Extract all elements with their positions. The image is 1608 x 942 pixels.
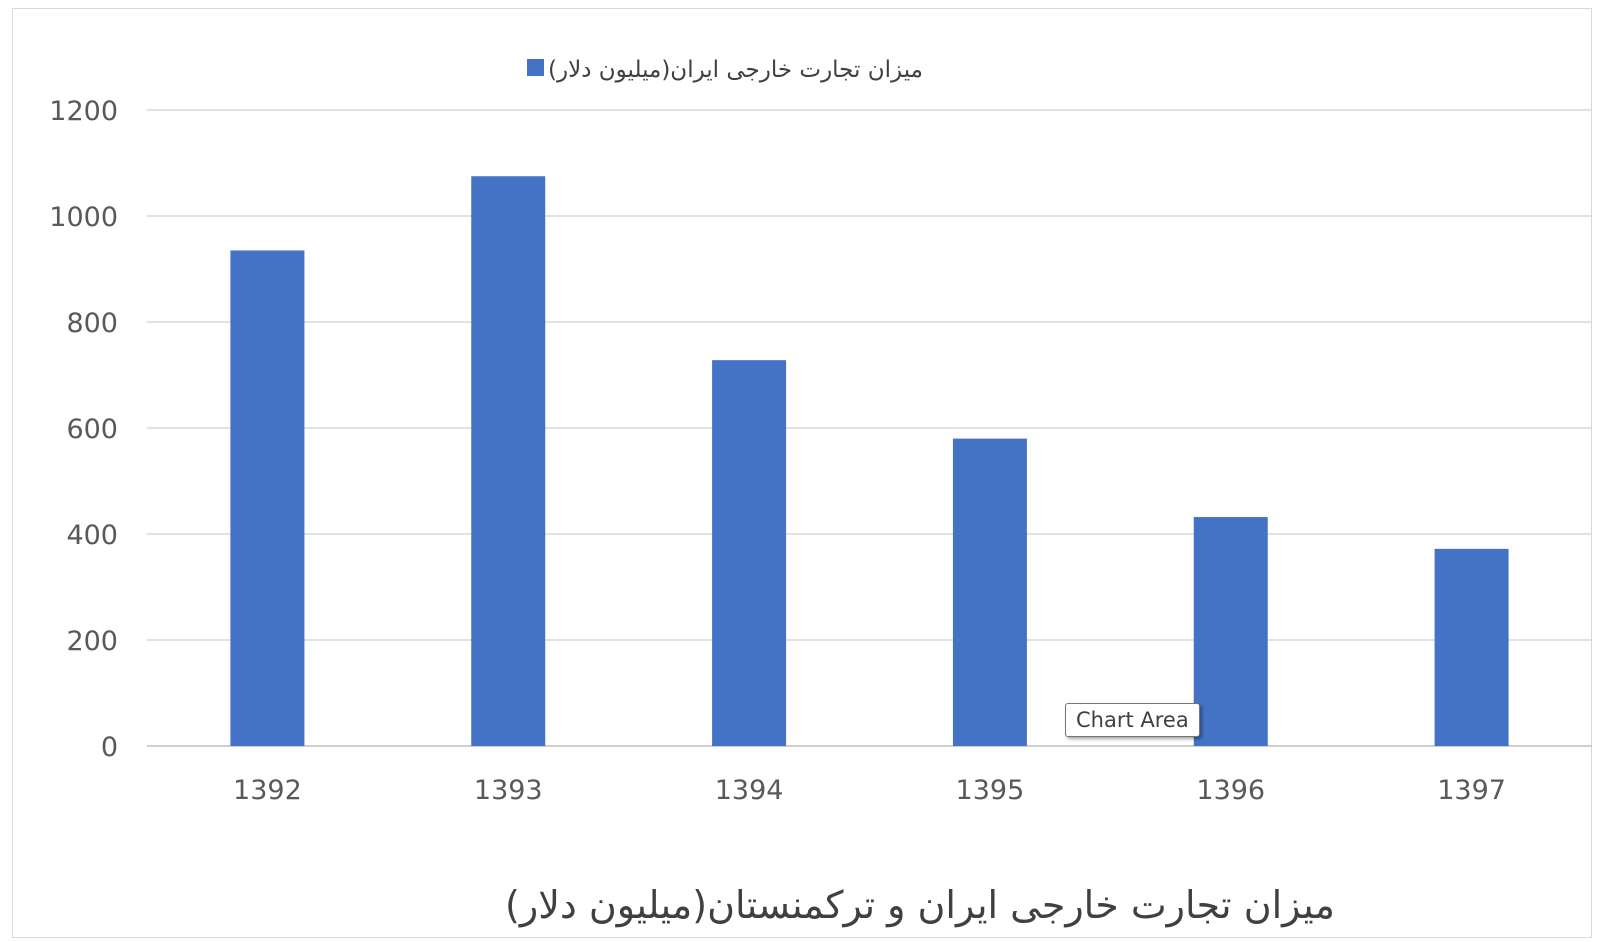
chart-area-tooltip: Chart Area [1065, 703, 1200, 737]
y-tick-label: 1000 [49, 202, 118, 233]
bar-1395[interactable] [952, 438, 1027, 746]
y-tick-label: 800 [66, 308, 118, 339]
x-tick-label: 1397 [1437, 775, 1506, 806]
bar-1393[interactable] [471, 176, 546, 746]
x-tick-label: 1395 [956, 775, 1025, 806]
legend[interactable]: میزان تجارت خارجی ایران(میلیون دلار) [527, 57, 923, 83]
chart-title[interactable]: میزان تجارت خارجی ایران و ترکمنستان(میلی… [505, 883, 1335, 928]
bar-1394[interactable] [712, 360, 787, 746]
bars [230, 176, 1509, 746]
x-tick-label: 1393 [474, 775, 543, 806]
x-tick-label: 1394 [715, 775, 784, 806]
x-tick-label: 1396 [1196, 775, 1265, 806]
bar-1397[interactable] [1434, 548, 1509, 746]
y-tick-label: 0 [101, 732, 118, 763]
x-tick-labels: 1392 1393 1394 1395 1396 1397 [233, 775, 1506, 806]
bar-1396[interactable] [1193, 517, 1268, 746]
bar-1392[interactable] [230, 250, 305, 746]
y-tick-labels: 0 200 400 600 800 1000 1200 [49, 96, 118, 763]
y-tick-label: 1200 [49, 96, 118, 127]
y-tick-label: 600 [66, 414, 118, 445]
y-tick-label: 200 [66, 626, 118, 657]
gridlines [147, 109, 1592, 747]
legend-swatch [527, 59, 544, 76]
legend-label: میزان تجارت خارجی ایران(میلیون دلار) [548, 57, 923, 83]
x-tick-label: 1392 [233, 775, 302, 806]
y-tick-label: 400 [66, 520, 118, 551]
